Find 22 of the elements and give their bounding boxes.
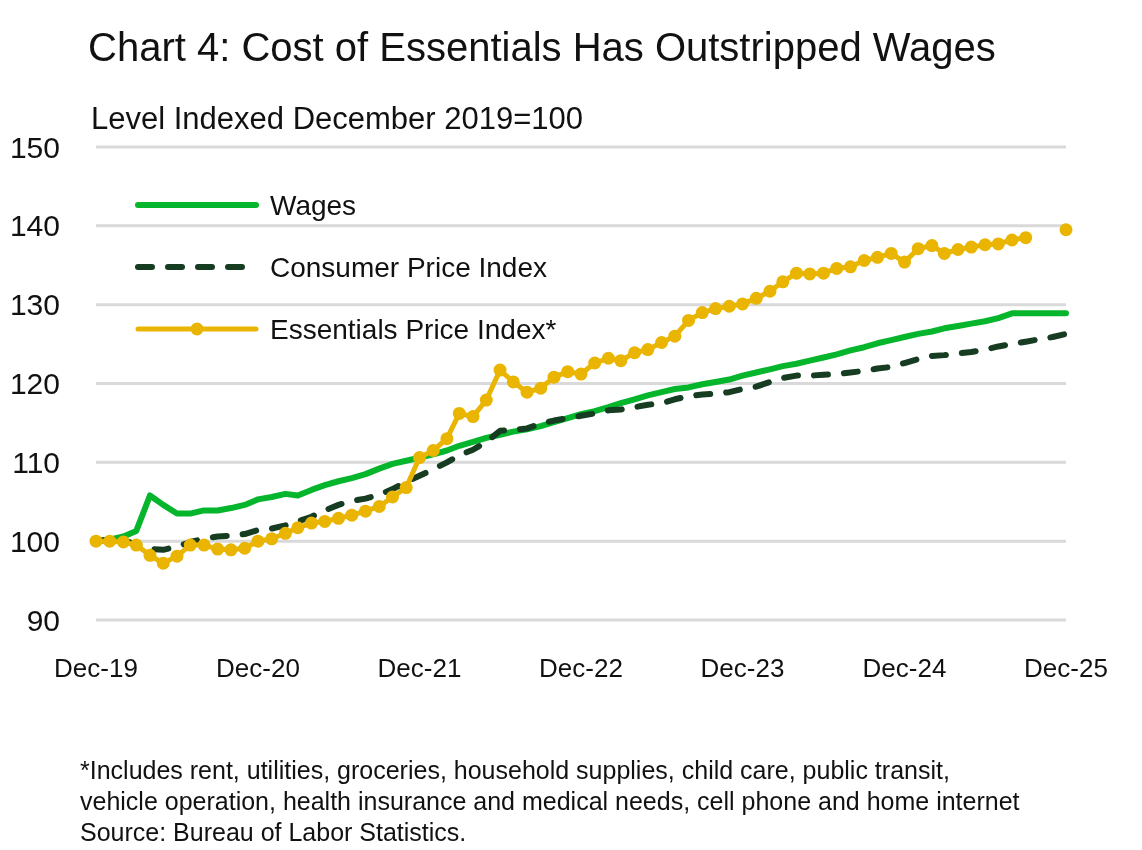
x-tick-label: Dec-24 — [862, 653, 947, 683]
y-tick-label: 150 — [9, 130, 60, 164]
x-tick-label: Dec-25 — [1024, 653, 1108, 683]
x-tick-label: Dec-19 — [54, 653, 138, 683]
chart-title: Chart 4: Cost of Essentials Has Outstripped Wages — [88, 25, 996, 69]
y-tick-label: 120 — [9, 367, 60, 400]
y-tick-label: 100 — [9, 524, 60, 558]
legend-label: Wages — [270, 189, 357, 221]
legend-label: Consumer Price Index — [270, 251, 548, 283]
x-tick-label: Dec-20 — [216, 653, 300, 683]
legend-label: Essentials Price Index* — [270, 313, 557, 345]
y-axis-title: Level Indexed December 2019=100 — [91, 101, 584, 136]
y-tick-label: 130 — [9, 288, 60, 322]
text: vehicle operation, health insurance and medical needs, cell phone and home internet — [80, 787, 1020, 815]
source-note: Source: Bureau of Labor Statistics. — [80, 818, 467, 846]
y-tick-label: 140 — [9, 209, 60, 243]
y-tick-label: 90 — [26, 603, 60, 637]
y-tick-label: 110 — [12, 445, 60, 479]
x-tick-label: Dec-23 — [700, 653, 785, 683]
text: *Includes rent, utilities, groceries, household supplies, child care, public transit, — [80, 756, 950, 784]
x-tick-label: Dec-21 — [377, 653, 462, 683]
x-tick-label: Dec-22 — [539, 653, 623, 683]
